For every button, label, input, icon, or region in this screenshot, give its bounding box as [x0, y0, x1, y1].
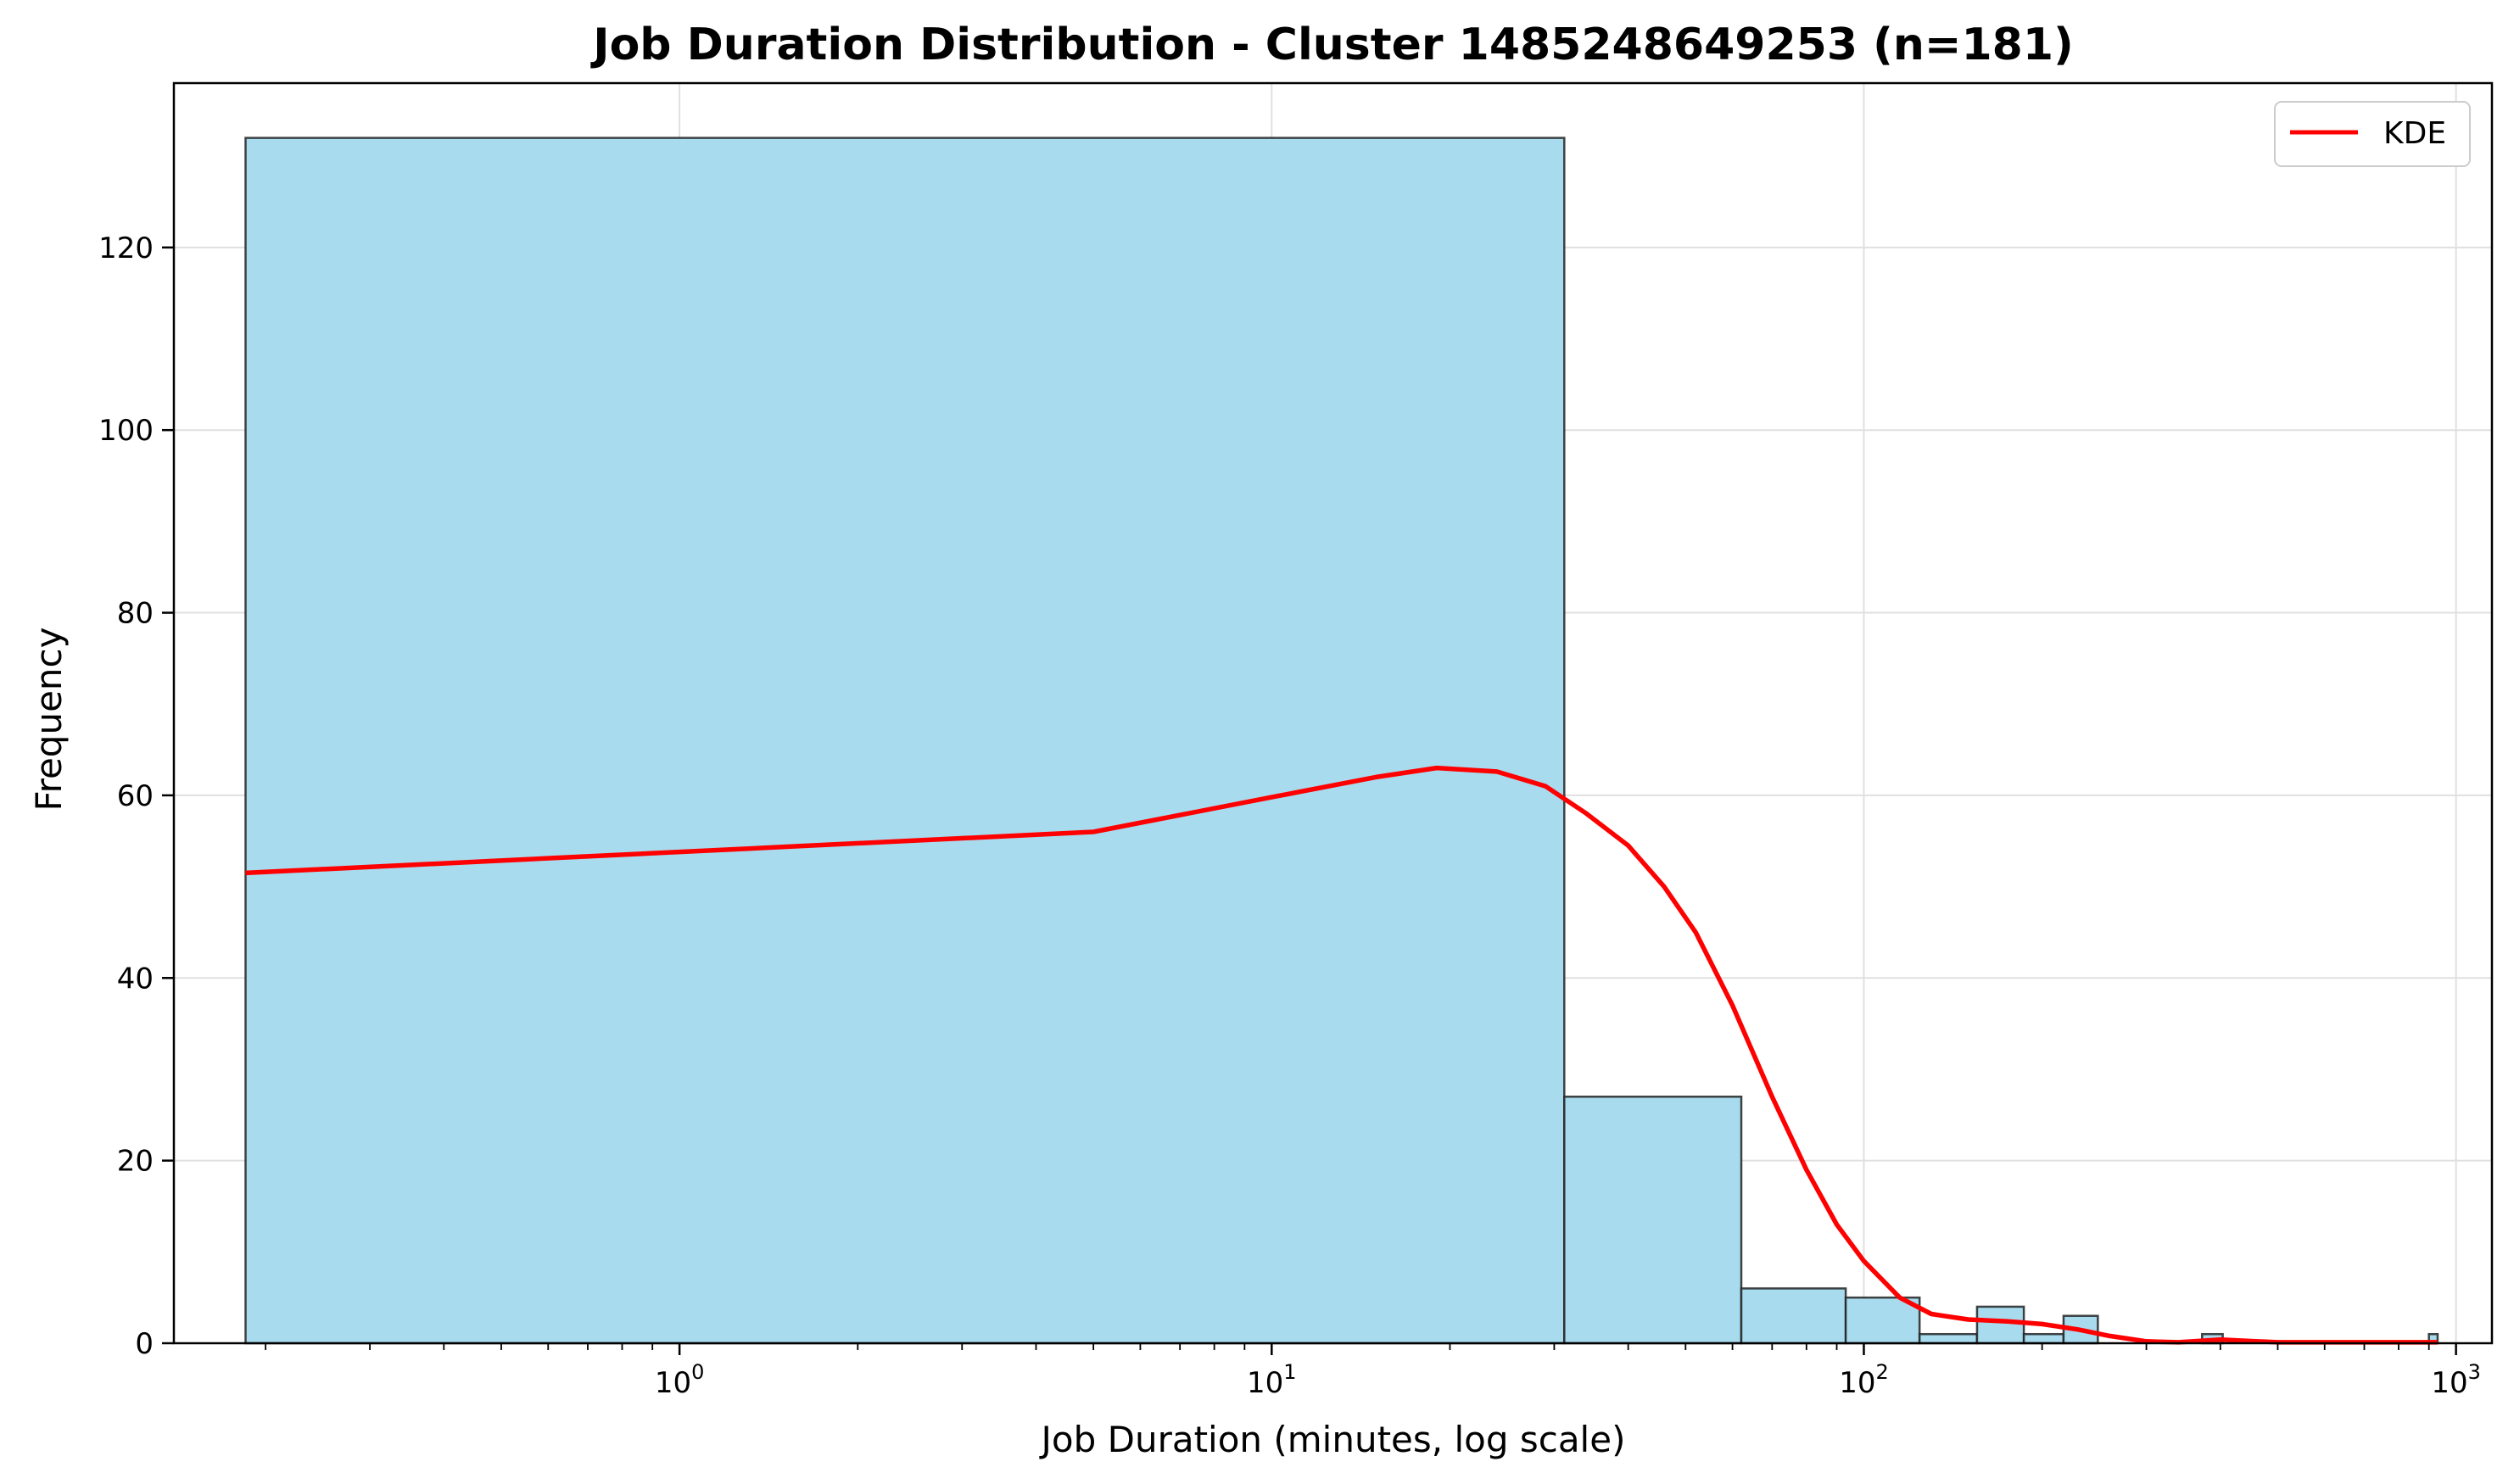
histogram-bar — [1918, 1332, 1979, 1345]
histogram-bar — [1740, 1287, 1847, 1345]
y-tick-label: 120 — [98, 232, 154, 265]
y-tick-label: 80 — [117, 597, 154, 631]
legend-kde-label: KDE — [2383, 116, 2446, 151]
y-axis-label: Frequency — [28, 628, 70, 812]
x-tick-label: 103 — [2431, 1360, 2481, 1400]
histogram-bar — [1563, 1096, 1743, 1345]
histogram-bar — [2022, 1332, 2065, 1345]
plot-area-frame — [172, 81, 2494, 1345]
legend: KDE — [2274, 101, 2471, 167]
histogram-bar — [1844, 1296, 1921, 1345]
y-tick-label: 0 — [135, 1327, 154, 1361]
histogram-bar — [244, 137, 1566, 1345]
x-axis-label: Job Duration (minutes, log scale) — [1039, 1419, 1626, 1460]
chart-title: Job Duration Distribution - Cluster 1485… — [590, 20, 2074, 70]
y-tick-label: 100 — [98, 414, 154, 448]
axis-ticks: 0 20 40 60 80 100 120 100 101 102 103 — [98, 232, 2481, 1400]
x-tick-label: 101 — [1247, 1360, 1297, 1400]
x-tick-label: 102 — [1839, 1360, 1889, 1400]
y-tick-label: 40 — [117, 962, 154, 996]
legend-box — [2274, 101, 2471, 167]
y-tick-label: 60 — [117, 779, 154, 813]
kde-line — [245, 765, 2438, 1345]
histogram-bar — [1975, 1305, 2025, 1345]
x-tick-label: 100 — [655, 1360, 705, 1400]
y-tick-label: 20 — [117, 1145, 154, 1179]
histogram-bars — [244, 137, 2439, 1345]
kde-series — [245, 765, 2438, 1345]
